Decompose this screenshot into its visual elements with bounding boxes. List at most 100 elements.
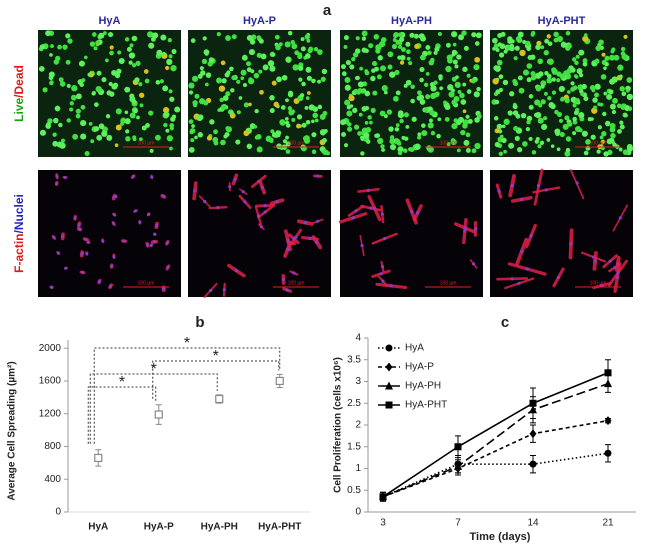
micrograph-background bbox=[490, 170, 633, 297]
cell bbox=[576, 68, 583, 75]
cell bbox=[410, 84, 415, 90]
y-tick-label: 400 bbox=[44, 474, 61, 485]
cell bbox=[128, 60, 133, 65]
cell bbox=[585, 139, 591, 145]
cell bbox=[96, 70, 102, 76]
nucleus bbox=[569, 242, 573, 246]
cell bbox=[414, 34, 420, 39]
cell bbox=[199, 66, 204, 71]
cell bbox=[619, 124, 625, 130]
cell bbox=[238, 96, 243, 100]
cell bbox=[360, 89, 365, 94]
cell bbox=[578, 112, 585, 119]
cell bbox=[136, 115, 140, 120]
cell bbox=[393, 95, 399, 102]
cell bbox=[204, 82, 209, 87]
cell bbox=[526, 119, 531, 125]
row-label-part: /Nuclei bbox=[12, 194, 26, 233]
cell bbox=[456, 120, 462, 126]
cell bbox=[250, 69, 255, 74]
cell bbox=[39, 129, 47, 136]
cell bbox=[38, 66, 45, 72]
cell bbox=[60, 138, 65, 143]
cell bbox=[599, 135, 604, 140]
cell bbox=[546, 138, 551, 142]
cell bbox=[492, 37, 498, 44]
cell bbox=[222, 95, 229, 101]
cell bbox=[194, 135, 198, 140]
cell bbox=[565, 30, 571, 36]
cell bbox=[427, 50, 432, 56]
cell bbox=[409, 147, 415, 153]
cell bbox=[296, 123, 301, 129]
cell bbox=[560, 97, 565, 102]
cell bbox=[254, 135, 259, 140]
cell bbox=[188, 119, 194, 124]
cell bbox=[617, 128, 622, 134]
cell bbox=[473, 64, 480, 71]
cell bbox=[603, 66, 607, 71]
cell bbox=[138, 82, 143, 87]
y-tick-label: 1600 bbox=[39, 376, 62, 387]
cell bbox=[602, 111, 607, 117]
cell bbox=[446, 54, 453, 61]
cell bbox=[349, 64, 355, 70]
cell bbox=[470, 78, 476, 84]
nucleus bbox=[463, 226, 467, 230]
cell bbox=[90, 139, 95, 144]
cell bbox=[507, 38, 513, 44]
nucleus bbox=[510, 184, 514, 188]
cell bbox=[558, 85, 565, 93]
cell bbox=[348, 95, 355, 102]
cell bbox=[467, 118, 473, 124]
cell bbox=[419, 54, 426, 61]
micrograph-background bbox=[38, 170, 181, 297]
cell bbox=[514, 45, 520, 51]
cell bbox=[395, 90, 401, 96]
cell bbox=[457, 89, 462, 94]
cell bbox=[528, 104, 534, 110]
cell bbox=[626, 145, 634, 152]
cell bbox=[197, 132, 204, 138]
cell bbox=[270, 129, 275, 134]
cell bbox=[163, 111, 170, 118]
cell bbox=[572, 103, 577, 108]
cell bbox=[306, 91, 311, 95]
nucleus bbox=[263, 204, 267, 208]
cell bbox=[473, 91, 480, 98]
cell bbox=[462, 123, 468, 129]
panel-label: a bbox=[323, 2, 332, 19]
nucleus bbox=[616, 271, 620, 275]
cell bbox=[578, 49, 585, 56]
cell bbox=[357, 131, 362, 136]
series-line bbox=[382, 372, 609, 498]
nucleus bbox=[303, 221, 307, 225]
cell bbox=[253, 72, 260, 79]
cell bbox=[596, 149, 601, 154]
cell bbox=[317, 49, 323, 55]
nucleus bbox=[80, 252, 84, 256]
cell bbox=[399, 60, 405, 65]
cell bbox=[567, 43, 572, 49]
cell bbox=[190, 138, 195, 143]
cell bbox=[410, 98, 416, 104]
cell bbox=[371, 61, 378, 67]
cell bbox=[270, 108, 275, 112]
cell bbox=[128, 52, 136, 59]
cell bbox=[437, 117, 442, 122]
cell bbox=[498, 52, 505, 58]
cell bbox=[520, 112, 527, 119]
nucleus bbox=[263, 210, 267, 214]
cell bbox=[381, 85, 388, 92]
cell bbox=[301, 81, 306, 87]
cell bbox=[547, 96, 552, 101]
series-line bbox=[382, 419, 609, 498]
cell bbox=[39, 44, 45, 50]
cell bbox=[80, 104, 86, 110]
cell bbox=[562, 123, 569, 130]
cell bbox=[116, 68, 122, 74]
micrograph: 100 µm bbox=[188, 170, 331, 299]
cell bbox=[445, 65, 452, 73]
cell bbox=[425, 45, 431, 51]
